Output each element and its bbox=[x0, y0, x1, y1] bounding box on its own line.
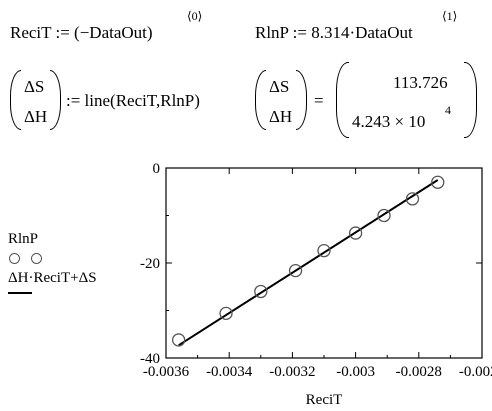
result-delta-s-value: 113.726 bbox=[393, 73, 448, 92]
data-point bbox=[219, 306, 233, 321]
plot-area-frame bbox=[165, 167, 483, 359]
data-point bbox=[405, 192, 420, 206]
x-tick-label: -0.003 bbox=[336, 364, 375, 380]
data-point bbox=[377, 208, 391, 223]
y-tick-label: -20 bbox=[140, 256, 160, 272]
rlnP-definition[interactable]: RlnP := 8.314·DataOut bbox=[255, 24, 413, 41]
result-delta-h-exponent: 4 bbox=[445, 103, 451, 117]
legend-circle-icon bbox=[9, 253, 20, 264]
reciT-definition-text: ReciT := (−DataOut) bbox=[10, 23, 153, 42]
rlnP-column-superscript: ⟨1⟩ bbox=[442, 9, 458, 23]
data-point bbox=[288, 263, 303, 278]
result-delta-h-value: 4.243 × 10 bbox=[352, 112, 426, 131]
x-tick-label: -0.0034 bbox=[206, 364, 253, 380]
data-point bbox=[171, 333, 186, 347]
data-point bbox=[431, 175, 445, 189]
data-point bbox=[317, 243, 331, 258]
x-tick-label: -0.0036 bbox=[143, 364, 190, 380]
vector-delta-s: ΔS bbox=[24, 77, 45, 96]
legend-series2-label: ΔH·ReciT+ΔS bbox=[8, 270, 97, 286]
x-tick-label: -0.0028 bbox=[396, 364, 442, 380]
result-label-delta-s: ΔS bbox=[269, 77, 290, 96]
data-point bbox=[254, 284, 268, 299]
fit-line bbox=[178, 179, 439, 347]
result-label-delta-h: ΔH bbox=[269, 107, 293, 126]
legend-series1-label: RlnP bbox=[8, 231, 39, 247]
rlnP-definition-text: RlnP := 8.314·DataOut bbox=[255, 23, 413, 42]
line-function-call: := line(ReciT,RlnP) bbox=[66, 91, 200, 110]
reciT-column-superscript: ⟨0⟩ bbox=[187, 9, 203, 23]
vector-delta-h: ΔH bbox=[24, 107, 48, 126]
x-tick-label: -0.0032 bbox=[269, 364, 315, 380]
x-axis-label: ReciT bbox=[306, 392, 343, 408]
data-point bbox=[348, 226, 363, 240]
y-tick-label: -40 bbox=[140, 351, 160, 367]
reciT-definition[interactable]: ReciT := (−DataOut) bbox=[10, 24, 153, 41]
x-tick-label: -0.0026 bbox=[459, 364, 492, 380]
y-tick-label: 0 bbox=[153, 161, 161, 177]
legend-line-swatch bbox=[8, 292, 32, 294]
legend-circle-icon bbox=[31, 253, 42, 264]
equals-sign: = bbox=[314, 91, 324, 110]
